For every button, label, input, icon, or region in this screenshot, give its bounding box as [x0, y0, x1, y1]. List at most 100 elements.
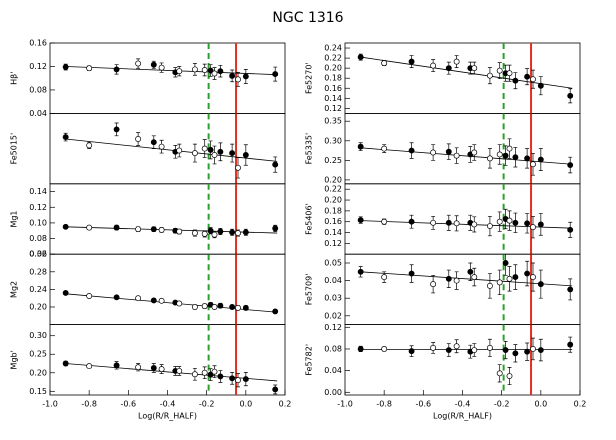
data-point [486, 72, 493, 79]
plot-area [62, 254, 279, 325]
data-point [150, 139, 157, 146]
y-tick-label: 0.30 [29, 331, 47, 340]
data-point [150, 61, 157, 68]
data-point [211, 152, 218, 158]
data-point [86, 363, 93, 370]
data-point [158, 297, 165, 304]
data-point [381, 346, 388, 352]
data-point [430, 149, 437, 156]
data-point [506, 145, 513, 152]
x-axis-label: Log(R/R_HALF) [138, 412, 197, 421]
data-point [506, 70, 513, 77]
y-axis-label: Fe5015' [10, 133, 19, 165]
data-point [201, 145, 208, 152]
data-point [453, 58, 460, 65]
data-point [86, 142, 93, 149]
data-point [86, 224, 93, 231]
data-point [445, 275, 452, 282]
data-point [512, 77, 519, 84]
data-point [201, 369, 208, 376]
data-point [113, 126, 120, 133]
data-point [229, 304, 236, 310]
data-point [217, 148, 224, 155]
data-point [453, 277, 460, 284]
x-tick-label: -0.2 [494, 400, 510, 409]
data-point [135, 295, 142, 302]
x-tick-label: -0.2 [199, 400, 215, 409]
data-point [135, 364, 142, 371]
data-point [191, 150, 198, 157]
x-tick-label: 0.2 [574, 400, 587, 409]
data-point [191, 66, 198, 73]
data-point [357, 217, 364, 224]
y-tick-label: 0.14 [324, 94, 342, 103]
y-tick-label: 0.08 [29, 234, 47, 243]
data-point [272, 71, 279, 78]
data-point [113, 294, 120, 301]
data-point [191, 230, 198, 237]
data-point [357, 143, 364, 150]
data-point [408, 348, 415, 355]
data-point [506, 217, 513, 224]
y-tick-label: 0.15 [29, 387, 47, 396]
figure-title: NGC 1316 [272, 10, 343, 26]
data-point [135, 60, 142, 67]
y-tick-label: 0.16 [29, 39, 47, 48]
data-point [229, 375, 236, 382]
data-point [211, 304, 218, 310]
y-tick-label: 0.20 [324, 196, 342, 205]
y-axis-label: Hβ' [10, 72, 19, 85]
x-tick-label: -0.4 [455, 400, 471, 409]
plot-area [357, 324, 574, 395]
data-point [381, 60, 388, 67]
data-point [408, 218, 415, 225]
data-point [567, 341, 574, 348]
fit-line [65, 66, 278, 76]
panel: Fe5270' 0.120.140.160.180.200.220.24 [305, 42, 581, 114]
x-tick-label: -0.6 [121, 400, 137, 409]
data-point [486, 155, 493, 162]
plot-area [62, 43, 279, 114]
data-point [207, 227, 214, 234]
data-point [272, 161, 279, 168]
data-point [486, 344, 493, 351]
data-point [357, 346, 364, 352]
data-point [113, 66, 120, 73]
data-point [201, 67, 208, 73]
y-tick-label: 0.20 [29, 303, 47, 312]
data-point [207, 371, 214, 378]
data-point [381, 218, 388, 225]
x-tick-label: -0.6 [416, 400, 432, 409]
data-point [537, 82, 544, 89]
y-tick-label: 0.22 [324, 54, 342, 63]
panel: Mg2 0.20 0.24 0.28 0.32 [10, 250, 286, 325]
data-point [176, 367, 183, 374]
data-point [467, 268, 474, 275]
y-tick-label: 0.12 [29, 62, 47, 71]
data-point [506, 373, 513, 379]
y-tick-label: 0.08 [324, 344, 342, 353]
data-point [537, 221, 544, 228]
data-point [381, 274, 388, 281]
y-tick-label: 0.18 [324, 74, 342, 83]
data-point [150, 297, 157, 304]
y-tick-label: 0.00 [324, 388, 342, 397]
x-tick-label: -1.0 [42, 400, 58, 409]
x-tick-label: -0.4 [160, 400, 176, 409]
data-point [207, 146, 214, 153]
y-tick-label: 0.30 [324, 136, 342, 145]
data-point [135, 136, 142, 142]
y-tick-label: 0.04 [324, 276, 342, 285]
y-tick-label: 0.12 [324, 104, 342, 113]
data-point [496, 151, 503, 158]
data-point [471, 274, 478, 281]
plot-area [357, 113, 574, 184]
data-point [530, 346, 536, 352]
data-point [537, 347, 544, 354]
fit-line [65, 138, 278, 162]
x-tick-label: -0.8 [81, 400, 97, 409]
y-tick-label: 0.10 [29, 218, 47, 227]
data-point [176, 300, 183, 307]
data-point [235, 76, 241, 83]
